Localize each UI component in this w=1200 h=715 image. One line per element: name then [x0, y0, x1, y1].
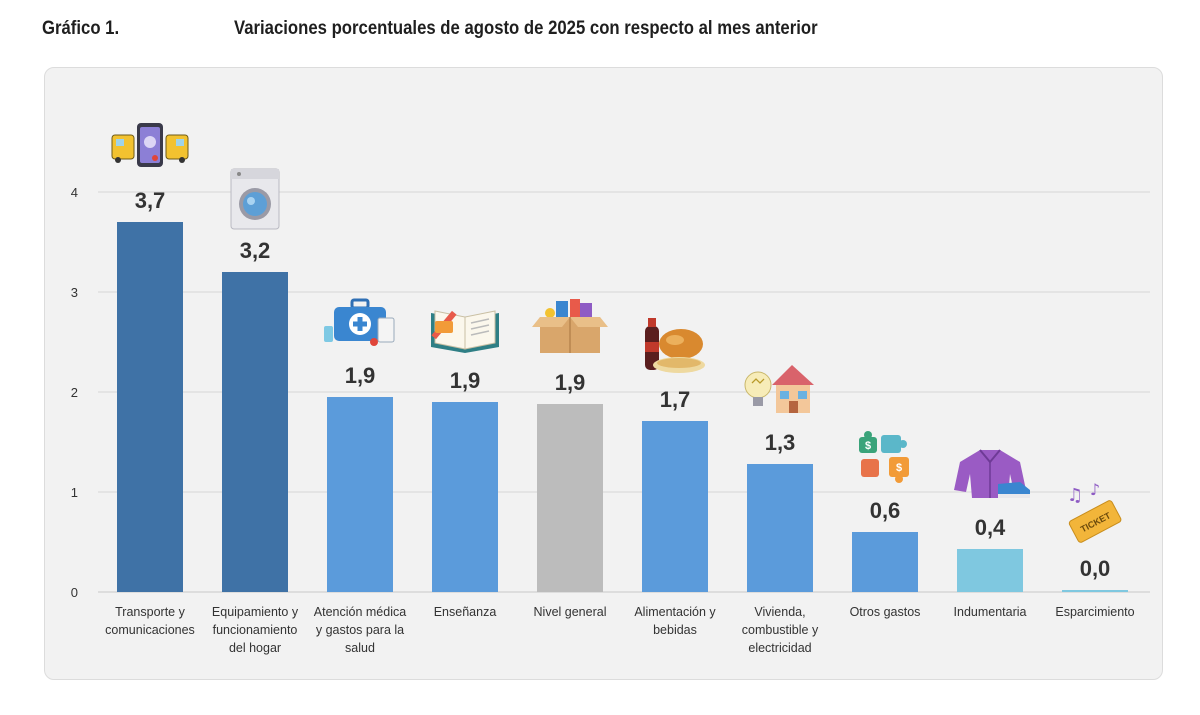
bar: [432, 402, 498, 592]
x-tick-label: combustible y: [742, 623, 819, 637]
x-axis: Transporte y comunicaciones Equipamiento y…: [105, 605, 1134, 655]
x-tick-label: y gastos para la: [316, 623, 404, 637]
phone-bus-icon: [111, 123, 189, 167]
value-label: 3,7: [135, 188, 166, 213]
x-tick-label: Nivel general: [534, 605, 607, 619]
shopping-box-icon: [532, 299, 608, 353]
x-tick-label: Transporte y: [115, 605, 185, 619]
x-tick-label: Atención médica: [314, 605, 406, 619]
washing-machine-icon: [230, 168, 280, 230]
x-tick-label: salud: [345, 641, 375, 655]
bar: [957, 549, 1023, 592]
value-label: 0,6: [870, 498, 901, 523]
ticket-music-icon: TICKET♫ ♪: [1067, 480, 1122, 543]
food-drink-icon: [645, 318, 705, 373]
book-icon: [431, 310, 499, 353]
value-label: 1,7: [660, 387, 691, 412]
bars: [117, 222, 1128, 592]
value-label: 1,9: [555, 370, 586, 395]
x-tick-label: Alimentación y: [634, 605, 716, 619]
value-label: 1,9: [345, 363, 376, 388]
bar: [1062, 590, 1128, 592]
value-label: 0,4: [975, 515, 1006, 540]
y-axis: 0 1 2 3 4: [71, 185, 78, 600]
bar: [852, 532, 918, 592]
bar: [747, 464, 813, 592]
bar: [117, 222, 183, 592]
x-tick-label: Equipamiento y: [212, 605, 299, 619]
x-tick-label: funcionamiento: [213, 623, 298, 637]
svg-text:$: $: [865, 440, 871, 452]
svg-text:$: $: [896, 462, 902, 474]
bar: [642, 421, 708, 592]
x-tick-label: comunicaciones: [105, 623, 195, 637]
bar: [222, 272, 288, 592]
y-tick-label: 1: [71, 485, 78, 500]
value-label: 1,9: [450, 368, 481, 393]
value-label: 0,0: [1080, 556, 1111, 581]
value-label: 3,2: [240, 238, 271, 263]
x-tick-label: Esparcimiento: [1055, 605, 1134, 619]
x-tick-label: Otros gastos: [850, 605, 921, 619]
chart-title: Variaciones porcentuales de agosto de 20…: [234, 18, 818, 39]
x-tick-label: Vivienda,: [754, 605, 805, 619]
x-tick-label: bebidas: [653, 623, 697, 637]
y-tick-label: 3: [71, 285, 78, 300]
y-tick-label: 2: [71, 385, 78, 400]
x-tick-label: electricidad: [748, 641, 811, 655]
value-label: 1,3: [765, 430, 796, 455]
x-tick-label: Enseñanza: [434, 605, 497, 619]
icons: $$TICKET♫ ♪: [111, 123, 1122, 543]
medical-kit-icon: [324, 298, 395, 346]
x-tick-label: del hogar: [229, 641, 281, 655]
y-tick-label: 4: [71, 185, 78, 200]
chart-header: Gráfico 1. Variaciones porcentuales de a…: [42, 14, 1162, 44]
house-bulb-icon: [744, 365, 814, 413]
value-labels: 3,7 3,2 1,9 1,9 1,9 1,7 1,3 0,6 0,4 0,0: [135, 188, 1111, 581]
y-tick-label: 0: [71, 585, 78, 600]
svg-text:♪: ♪: [1090, 480, 1100, 499]
jacket-shoe-icon: [954, 449, 1030, 498]
x-tick-label: Indumentaria: [954, 605, 1027, 619]
svg-text:♫: ♫: [1067, 485, 1083, 506]
figure-label: Gráfico 1.: [42, 18, 120, 39]
bar: [327, 397, 393, 592]
puzzle-money-icon: $$: [859, 431, 909, 483]
bar: [537, 404, 603, 592]
